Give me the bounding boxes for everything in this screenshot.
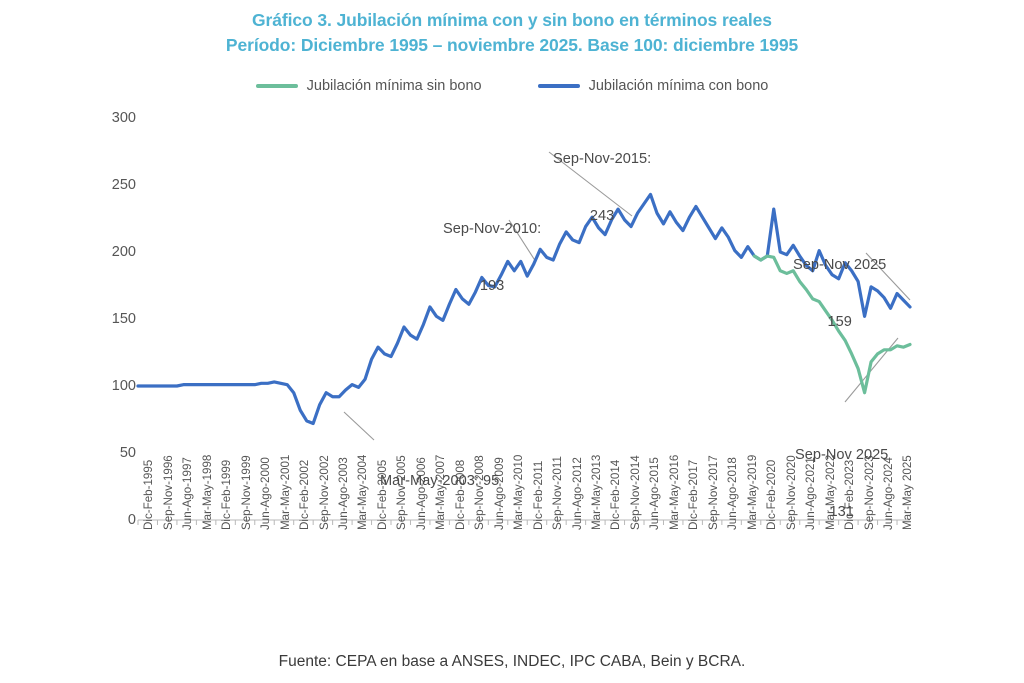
y-tick-label: 200 bbox=[111, 244, 136, 260]
annotation-label: Mar-May-2003: 95 bbox=[380, 473, 500, 489]
annotation-sep-nov-2025-con-bono: Sep-Nov 2025 159 bbox=[793, 218, 886, 370]
annotation-value: 159 bbox=[827, 314, 852, 330]
y-tick-label: 100 bbox=[111, 378, 136, 394]
leader-line bbox=[865, 252, 911, 301]
legend-swatch-con-bono bbox=[537, 84, 580, 88]
annotation-value: 131 bbox=[829, 504, 854, 520]
annotation-label: Sep-Nov 2025 bbox=[793, 257, 887, 273]
series-line-sin-bono bbox=[752, 254, 912, 395]
annotation-label: Sep-Nov-2010: bbox=[443, 221, 542, 237]
annotation-label: Sep-Nov 2025 bbox=[795, 447, 889, 463]
y-tick-label: 0 bbox=[127, 512, 136, 528]
page-title: Gráfico 3. Jubilación mínima con y sin b… bbox=[0, 8, 1024, 58]
plot-area bbox=[136, 118, 912, 525]
axes bbox=[137, 519, 910, 525]
annotation-value: 243 bbox=[589, 208, 615, 224]
annotation-label: Sep-Nov-2015: bbox=[553, 151, 652, 167]
series-line-con-bono bbox=[136, 192, 912, 426]
y-axis-labels: 0 50 100 150 200 250 300 bbox=[96, 110, 136, 530]
y-tick-label: 150 bbox=[111, 311, 136, 327]
chart-legend: Jubilación mínima sin bono Jubilación mí… bbox=[0, 78, 1024, 94]
legend-label-con-bono: Jubilación mínima con bono bbox=[588, 78, 769, 94]
annotation-value: 193 bbox=[479, 278, 505, 294]
annotation-sep-nov-2015: Sep-Nov-2015: 243 bbox=[553, 112, 651, 264]
y-tick-label: 300 bbox=[111, 110, 136, 126]
legend-label-sin-bono: Jubilación mínima sin bono bbox=[306, 78, 482, 94]
legend-item-con-bono[interactable]: Jubilación mínima con bono bbox=[537, 78, 769, 94]
legend-item-sin-bono[interactable]: Jubilación mínima sin bono bbox=[255, 78, 482, 94]
title-line-1: Gráfico 3. Jubilación mínima con y sin b… bbox=[252, 10, 772, 30]
annotation-mar-may-2003: Mar-May-2003: 95 bbox=[380, 434, 499, 529]
leader-line bbox=[343, 411, 375, 441]
legend-swatch-sin-bono bbox=[255, 84, 298, 88]
leader-line bbox=[508, 219, 537, 263]
title-line-2: Período: Diciembre 1995 – noviembre 2025… bbox=[225, 35, 799, 55]
leader-line bbox=[548, 151, 633, 217]
annotation-sep-nov-2010: Sep-Nov-2010: 193 bbox=[443, 182, 541, 334]
y-tick-label: 250 bbox=[111, 177, 136, 193]
annotation-sep-nov-2025-sin-bono: Sep-Nov 2025 131 bbox=[795, 408, 888, 560]
source-note: Fuente: CEPA en base a ANSES, INDEC, IPC… bbox=[278, 653, 746, 670]
y-tick-label: 50 bbox=[119, 445, 136, 461]
